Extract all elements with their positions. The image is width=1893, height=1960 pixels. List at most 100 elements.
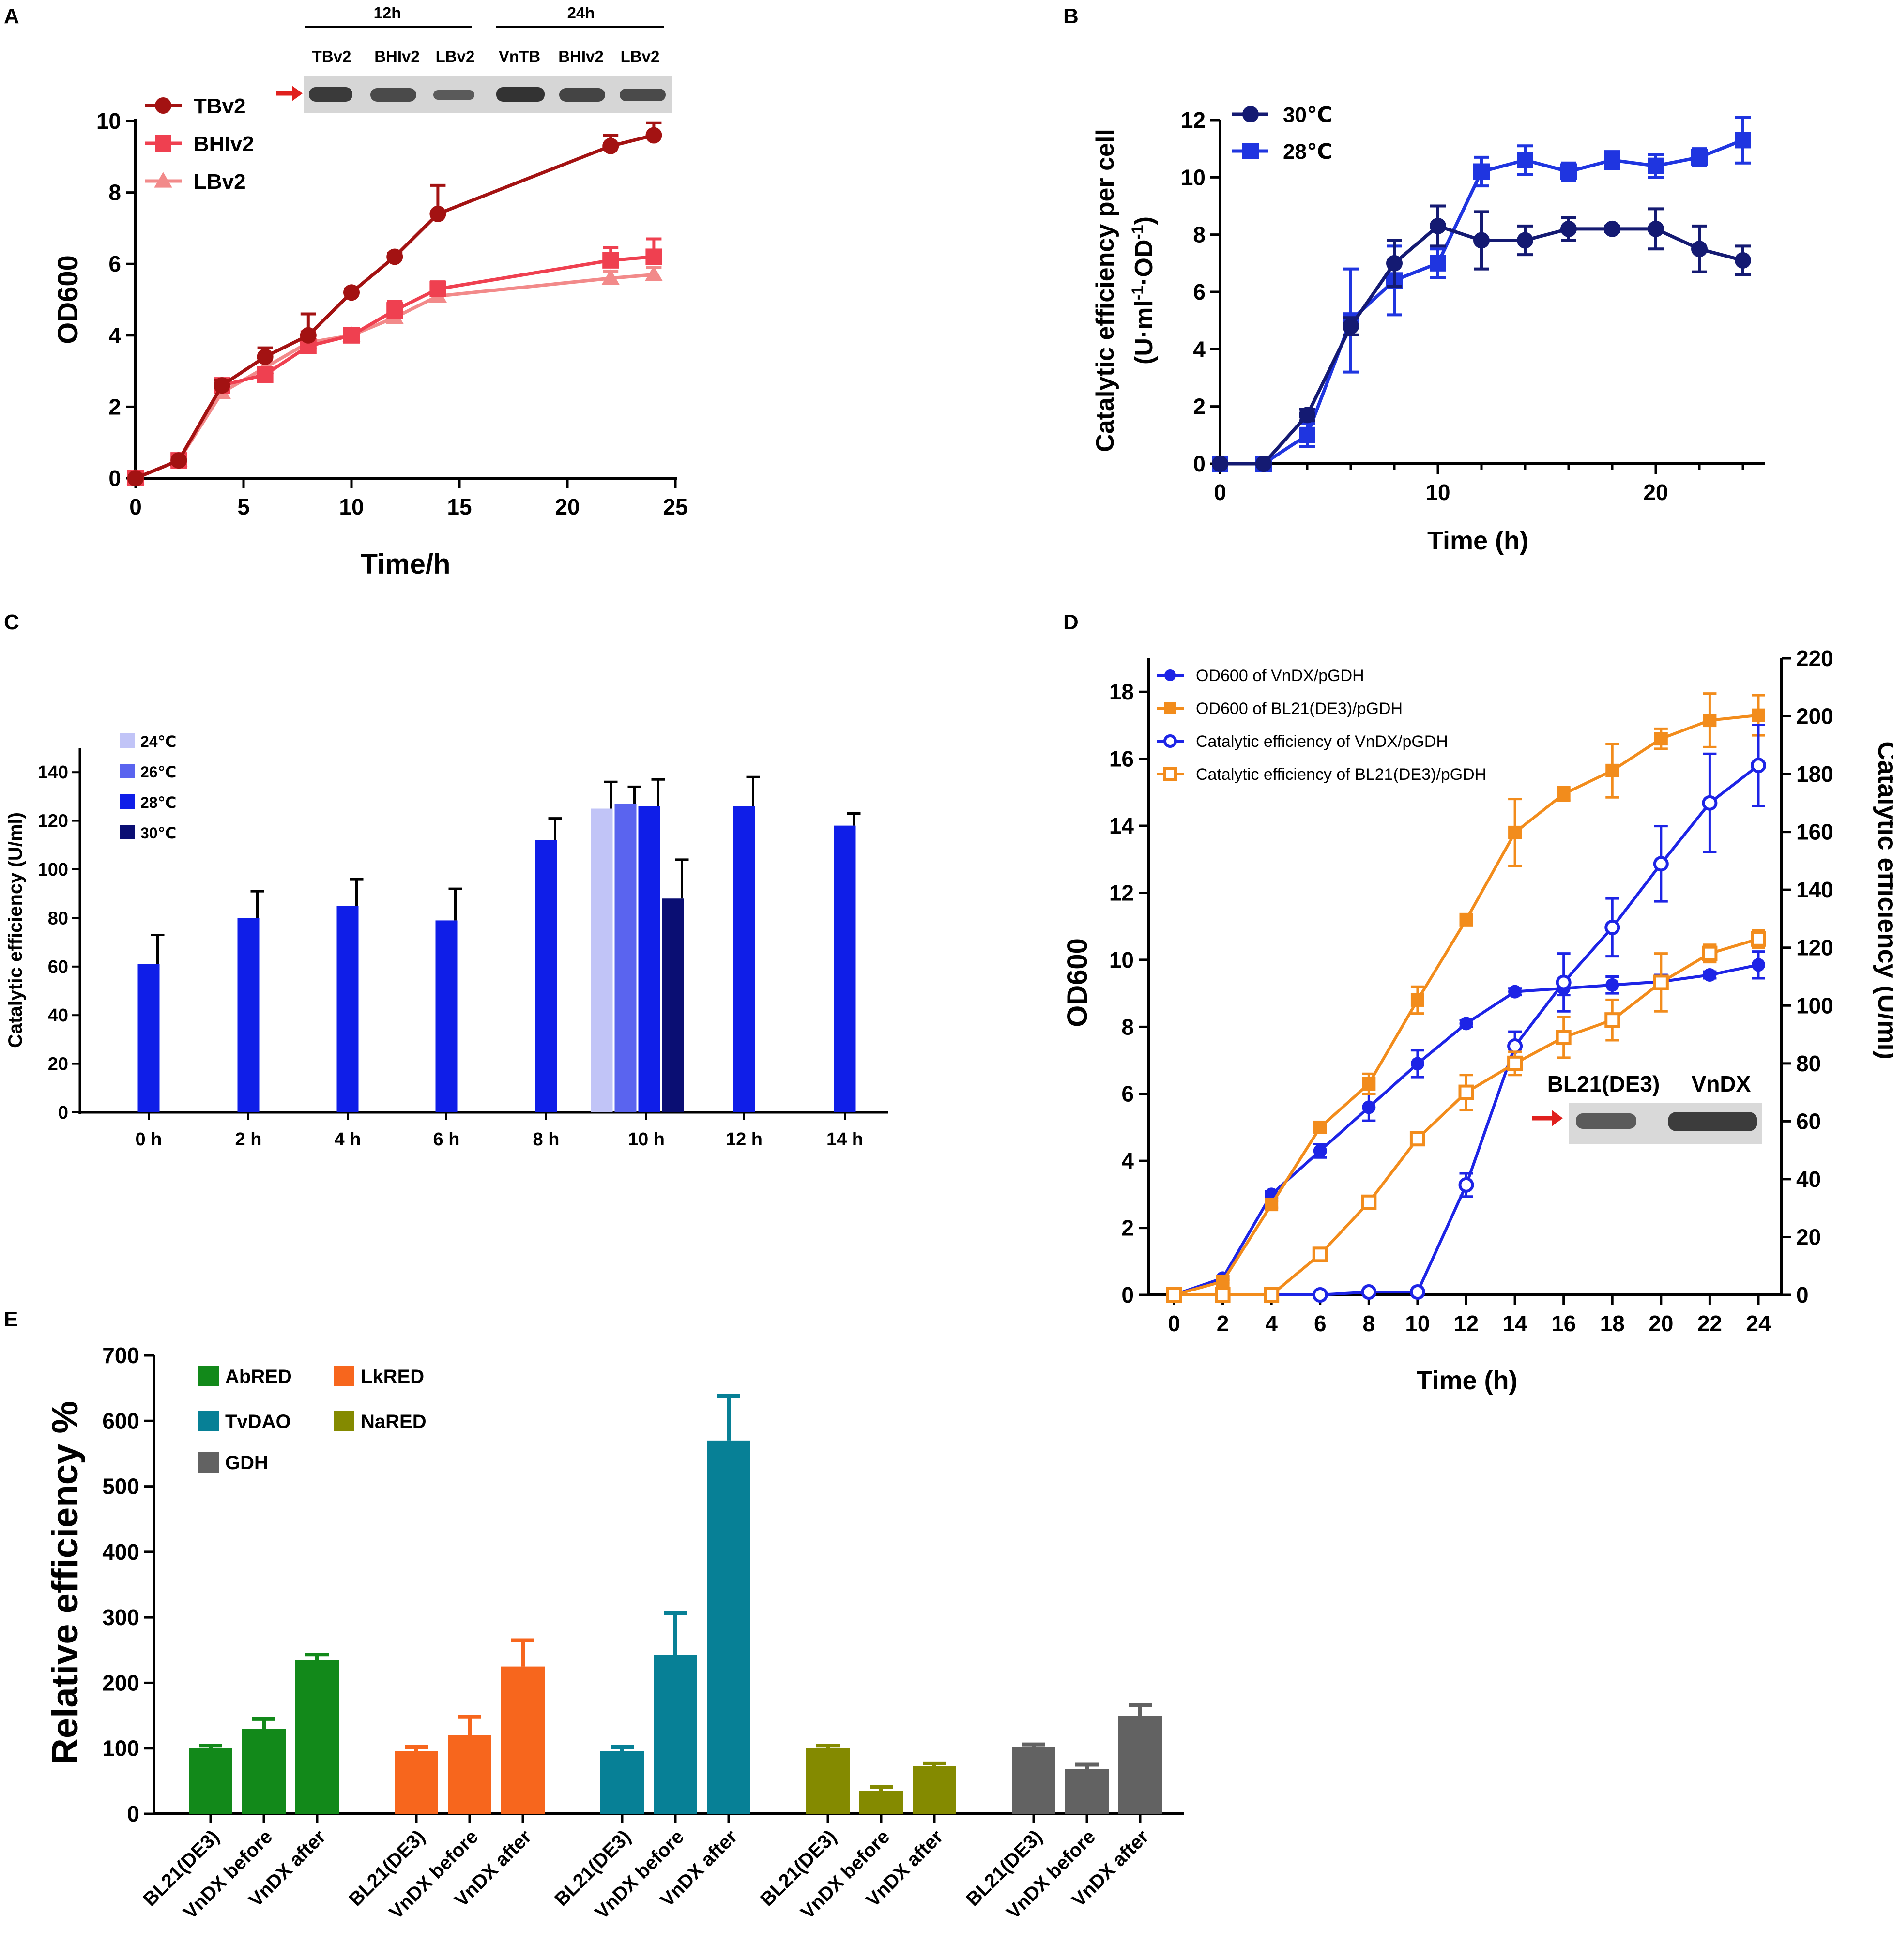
line-a-BHIv2 — [135, 255, 654, 480]
point-b — [1691, 241, 1708, 258]
point-b — [1604, 220, 1620, 237]
y-tick-label-d-left: 2 — [1121, 1216, 1134, 1241]
point-a-BHIv2 — [429, 280, 446, 297]
x-axis-title-a: Time/h — [361, 548, 451, 580]
panel-letter-a: A — [4, 4, 19, 28]
point-a-TBv2 — [127, 470, 144, 486]
blot-a-band — [309, 87, 352, 102]
y-axis-title-b-line1: Catalytic efficiency per cell — [1091, 129, 1119, 452]
blot-d-band — [1668, 1112, 1757, 1131]
point-a-BHIv2 — [602, 252, 619, 269]
y-tick-label-e: 500 — [102, 1474, 139, 1499]
y-tick-label-d-right: 120 — [1796, 935, 1833, 960]
y-tick-label-e: 0 — [127, 1801, 139, 1826]
legend-label-e: AbRED — [225, 1366, 292, 1387]
point-b — [1560, 220, 1577, 237]
x-tick-label-c: 12 h — [726, 1129, 763, 1150]
y-tick-label-a: 4 — [108, 323, 121, 348]
point-d — [1410, 1057, 1424, 1071]
bar-e — [600, 1751, 644, 1814]
y-axis-title-c: Catalytic efficiency (U/ml) — [5, 812, 26, 1048]
point-d — [1556, 1030, 1572, 1046]
blot-a-band — [620, 89, 666, 101]
x-tick-label-a: 25 — [663, 494, 687, 519]
legend-label-d: OD600 of VnDX/pGDH — [1196, 667, 1364, 685]
x-tick-label-d: 0 — [1168, 1311, 1180, 1336]
point-d — [1605, 978, 1619, 992]
point-d — [1166, 1287, 1182, 1303]
x-tick-label-c: 6 h — [433, 1129, 460, 1150]
y-axis-title-d-left: OD600 — [1062, 938, 1093, 1027]
point-b — [1430, 255, 1446, 272]
blot-d-lane-label: VnDX — [1692, 1071, 1751, 1096]
legend-swatch-e — [334, 1411, 354, 1431]
legend-marker-d — [1163, 767, 1177, 781]
blot-d: BL21(DE3) VnDX — [1532, 1071, 1762, 1144]
chart-a: 0 2 4 6 8 10 0 5 10 15 20 25 Time/h OD600 TBv2 BHIv2 LBv… — [52, 94, 688, 580]
line-d — [1174, 714, 1759, 1296]
point-b — [1517, 232, 1533, 249]
y-axis-title-a: OD600 — [52, 255, 84, 344]
y-axis-title-d-right: Catalytic efficiency (U/ml) — [1873, 741, 1893, 1059]
point-d — [1265, 1198, 1279, 1212]
x-tick-label-a: 20 — [555, 494, 580, 519]
x-tick-label-d: 8 — [1363, 1311, 1375, 1336]
point-b — [1560, 163, 1577, 180]
point-b — [1473, 232, 1490, 249]
blot-a: 12h 24h TBv2 BHIv2 LBv2 VnTB BHIv2 LBv2 — [276, 4, 672, 113]
series-d — [1166, 723, 1766, 1303]
series-d — [1166, 929, 1766, 1303]
point-d — [1264, 1287, 1280, 1303]
y-tick-label-e: 700 — [102, 1343, 139, 1368]
legend-label-e: LkRED — [361, 1366, 424, 1387]
legend-swatch-c — [120, 733, 135, 748]
y-tick-label-d-left: 12 — [1109, 880, 1134, 905]
x-tick-label-d: 12 — [1454, 1311, 1479, 1336]
legend-label-d: Catalytic efficiency of VnDX/pGDH — [1196, 732, 1448, 751]
blot-a-band — [433, 90, 474, 100]
y-tick-label-b: 2 — [1193, 394, 1206, 419]
y-tick-label-d-left: 10 — [1109, 947, 1134, 972]
point-a-BHIv2 — [645, 248, 662, 265]
point-a-TBv2 — [343, 284, 360, 301]
y-tick-label-d-right: 100 — [1796, 993, 1833, 1018]
series-d — [1167, 692, 1765, 1302]
blot-a-band — [496, 87, 545, 102]
y-axis-title-e: Relative efficiency % — [45, 1401, 86, 1765]
bar-e — [859, 1791, 903, 1814]
blot-a-group-label-24h: 24h — [567, 4, 595, 22]
y-tick-label-b: 12 — [1181, 107, 1206, 133]
x-tick-label-d: 18 — [1600, 1311, 1625, 1336]
x-tick-label-b: 20 — [1643, 480, 1668, 505]
x-tick-label-d: 4 — [1265, 1311, 1278, 1336]
point-a-TBv2 — [602, 137, 619, 154]
bar-e — [295, 1660, 339, 1814]
point-d — [1362, 1100, 1376, 1114]
x-axis-title-d: Time (h) — [1416, 1366, 1517, 1395]
point-d — [1508, 985, 1522, 999]
point-d — [1458, 1177, 1474, 1193]
legend-label-c: 28℃ — [140, 794, 176, 811]
bar-e — [395, 1751, 438, 1814]
point-d — [1508, 825, 1522, 839]
legend-label-c: 24℃ — [140, 733, 176, 750]
y-tick-label-d-right: 180 — [1796, 761, 1833, 787]
point-a-TBv2 — [170, 452, 187, 469]
y-tick-label-e: 400 — [102, 1539, 139, 1565]
y-tick-label-c: 60 — [48, 957, 68, 977]
x-tick-label-c: 2 h — [235, 1129, 262, 1150]
chart-c: 0 20 40 60 80 100 120 140 0 h 2 h 4 h 6 h 8 h 10 h 12 … — [5, 733, 888, 1150]
blot-d-lane-label: BL21(DE3) — [1547, 1071, 1660, 1096]
point-d — [1654, 732, 1668, 746]
point-b — [1648, 220, 1664, 237]
bar-e — [913, 1766, 956, 1814]
point-d — [1752, 958, 1765, 972]
legend-label-a: BHIv2 — [194, 132, 254, 156]
point-b — [1386, 255, 1403, 272]
bar-e — [707, 1440, 750, 1814]
point-b — [1212, 456, 1228, 472]
point-b — [1343, 318, 1359, 334]
legend-swatch-e — [198, 1452, 219, 1473]
bar-c — [137, 964, 160, 1112]
legend-label-b: 28℃ — [1283, 140, 1332, 164]
